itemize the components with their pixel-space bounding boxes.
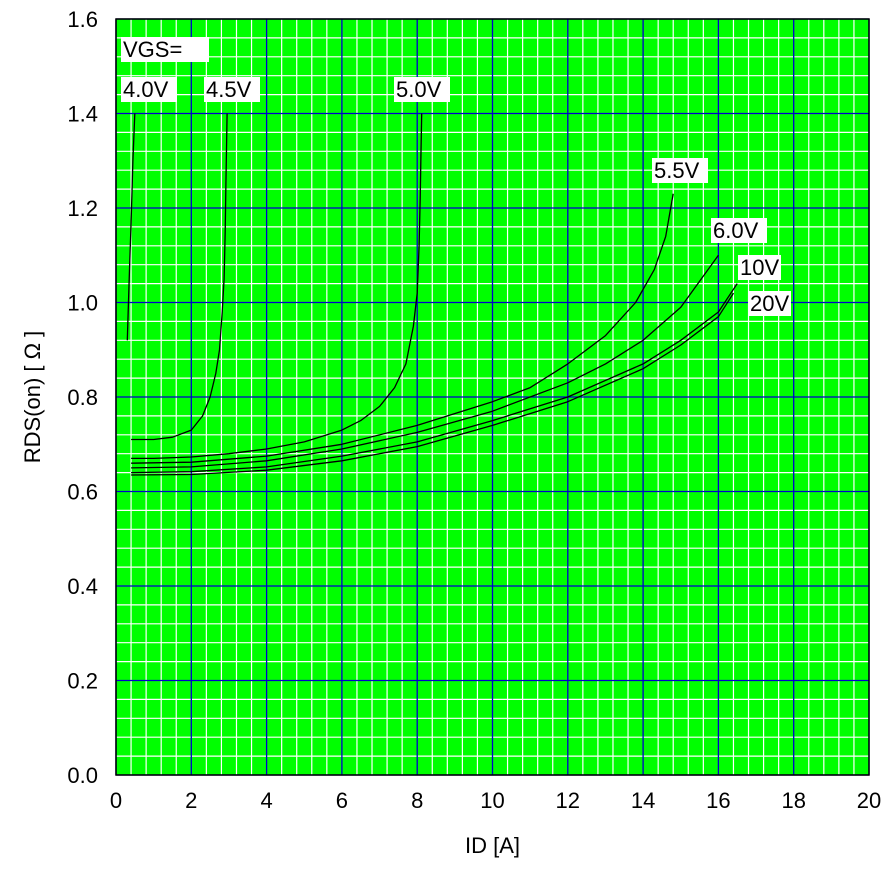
series-label-bg: [394, 77, 450, 102]
x-tick-label: 0: [110, 788, 122, 813]
series-label-bg: [748, 291, 791, 316]
series-line-4-5v: [131, 113, 228, 441]
series-line-5-0v: [131, 113, 423, 460]
series-line-6-0v: [131, 254, 719, 469]
x-tick-label: 4: [260, 788, 272, 813]
y-tick-label: 0.6: [67, 480, 98, 505]
legend-title: VGS=: [123, 37, 182, 62]
series-label: 6.0V: [713, 218, 759, 243]
axes: ID [A] RDS(on) [ Ω ] 0 2 4 6 8 10 12 14 16 18 20 0.…: [20, 7, 881, 858]
y-tick-label: 0.2: [67, 669, 98, 694]
y-tick-label: 0.0: [67, 763, 98, 788]
series-label: 5.0V: [396, 77, 442, 102]
x-tick-label: 6: [336, 788, 348, 813]
series-label: 20V: [750, 291, 789, 316]
y-tick-label: 0.4: [67, 574, 98, 599]
series-line-20v: [131, 292, 735, 476]
series-label-bg: [711, 218, 767, 243]
x-axis-title: ID [A]: [465, 833, 520, 858]
legend-title-bg: [121, 37, 209, 62]
y-tick-label: 1.0: [67, 291, 98, 316]
x-tick-label: 16: [706, 788, 730, 813]
series-label-bg: [204, 77, 260, 102]
series-label-bg: [121, 77, 177, 102]
plot-frame: [115, 18, 870, 776]
series-line-5-5v: [131, 193, 674, 464]
x-tick-label: 20: [857, 788, 881, 813]
series-line-10v: [131, 283, 738, 474]
x-tick-label: 10: [480, 788, 504, 813]
y-tick-label: 1.2: [67, 196, 98, 221]
x-tick-label: 12: [556, 788, 580, 813]
series-label-bg: [738, 255, 781, 280]
series-label-bg: [652, 158, 708, 183]
series-label: 4.0V: [123, 77, 169, 102]
series-labels: VGS= 4.0V 4.5V 5.0V 5.5V 6.0V 10V 20V: [121, 37, 791, 316]
grid: [115, 18, 870, 776]
x-tick-label: 8: [411, 788, 423, 813]
x-tick-label: 2: [185, 788, 197, 813]
series-label: 5.5V: [654, 158, 700, 183]
series-line-4-0v: [126, 113, 136, 341]
series-label: 10V: [740, 255, 779, 280]
x-tick-label: 14: [631, 788, 655, 813]
y-tick-label: 0.8: [67, 385, 98, 410]
y-tick-label: 1.4: [67, 102, 98, 127]
y-axis-title: RDS(on) [ Ω ]: [20, 331, 45, 464]
x-tick-label: 18: [781, 788, 805, 813]
series-lines: [126, 113, 738, 476]
series-label: 4.5V: [206, 77, 252, 102]
y-tick-label: 1.6: [67, 7, 98, 32]
